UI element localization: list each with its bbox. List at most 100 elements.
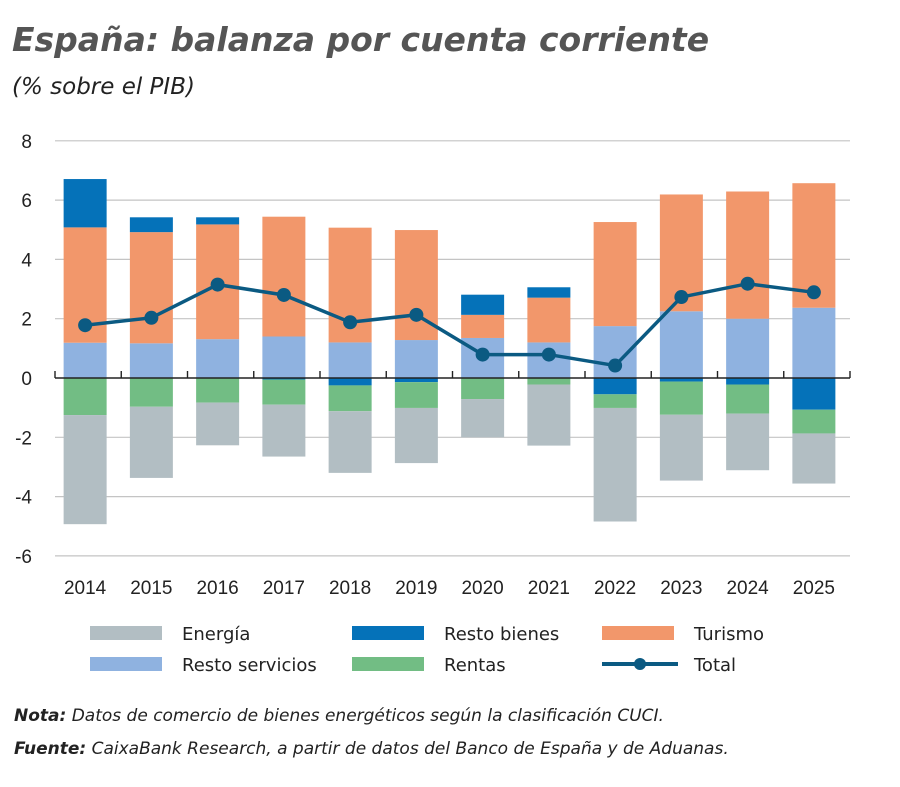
bar-energia-2021	[527, 384, 571, 446]
total-point-2017	[276, 287, 291, 302]
bar-resto-bienes-2015	[129, 217, 173, 233]
bar-turismo-2017	[262, 216, 306, 337]
total-point-2021	[541, 347, 556, 362]
bar-energia-2023	[659, 414, 703, 481]
source-label: Fuente:	[14, 739, 87, 759]
total-point-2014	[78, 318, 93, 333]
bar-resto-bienes-2019	[394, 378, 438, 383]
bar-rentas-2016	[196, 378, 240, 403]
total-point-2025	[806, 285, 821, 300]
bar-turismo-2024	[726, 191, 770, 319]
bar-resto-bienes-2014	[63, 179, 107, 228]
legend-swatch-turismo	[602, 626, 674, 640]
bar-rentas-2017	[262, 379, 306, 405]
legend-label-turismo: Turismo	[693, 624, 764, 645]
bar-resto-bienes-2023	[659, 378, 703, 382]
source: Fuente: CaixaBank Research, a partir de …	[14, 739, 729, 759]
y-tick-label: 4	[21, 250, 32, 271]
bar-energia-2017	[262, 404, 306, 457]
y-tick-label: -2	[15, 428, 32, 449]
bar-resto-servicios-2018	[328, 342, 372, 378]
y-tick-label: -6	[15, 547, 32, 568]
chart-title: España: balanza por cuenta corriente	[12, 20, 710, 59]
total-line	[84, 281, 815, 368]
y-tick-label: 8	[21, 132, 32, 153]
y-tick-label: 2	[21, 310, 32, 331]
bar-rentas-2021	[527, 378, 571, 385]
x-tick-label: 2022	[594, 578, 636, 599]
legend-label-rentas: Rentas	[444, 655, 506, 676]
total-point-2019	[409, 307, 424, 322]
bar-energia-2022	[593, 407, 637, 522]
bar-rentas-2014	[63, 378, 107, 416]
bar-resto-servicios-2014	[63, 342, 107, 378]
bar-energia-2015	[129, 406, 173, 478]
x-tick-label: 2021	[528, 578, 570, 599]
total-point-2023	[674, 290, 689, 305]
total-point-2015	[144, 310, 159, 325]
note: Nota: Datos de comercio de bienes energé…	[14, 706, 664, 726]
total-point-2018	[343, 315, 358, 330]
y-tick-label: 6	[21, 191, 32, 212]
total-point-2020	[475, 347, 490, 362]
legend-swatch-rentas	[352, 657, 424, 671]
note-label: Nota:	[14, 706, 67, 726]
bar-resto-servicios-2023	[659, 311, 703, 378]
bar-resto-servicios-2024	[726, 318, 770, 378]
legend-label-total: Total	[693, 655, 736, 676]
bar-energia-2014	[63, 415, 107, 525]
y-tick-label: 0	[21, 369, 32, 390]
x-tick-label: 2020	[461, 578, 503, 599]
chart-subtitle: (% sobre el PIB)	[12, 74, 195, 100]
bar-turismo-2020	[461, 314, 505, 338]
x-tick-label: 2019	[395, 578, 437, 599]
bar-resto-bienes-2022	[593, 378, 637, 395]
bar-energia-2024	[726, 413, 770, 471]
legend-swatch-resto-servicios	[90, 657, 162, 671]
total-point-2016	[210, 277, 225, 292]
source-text: CaixaBank Research, a partir de datos de…	[86, 739, 729, 759]
x-tick-label: 2014	[64, 578, 107, 599]
x-tick-label: 2025	[793, 578, 835, 599]
bar-energia-2018	[328, 411, 372, 473]
legend-swatch-resto-bienes	[352, 626, 424, 640]
legend-label-resto-servicios: Resto servicios	[182, 655, 317, 676]
legend-total-marker-icon	[634, 658, 646, 670]
legend-swatch-energia	[90, 626, 162, 640]
bar-energia-2016	[196, 402, 240, 446]
x-tick-label: 2017	[263, 578, 305, 599]
y-tick-label: -4	[15, 488, 32, 509]
bar-resto-bienes-2024	[726, 378, 770, 385]
bar-turismo-2022	[593, 222, 637, 327]
bar-resto-bienes-2021	[527, 287, 571, 298]
bar-rentas-2024	[726, 384, 770, 414]
bar-resto-bienes-2020	[461, 294, 505, 315]
note-text: Datos de comercio de bienes energéticos …	[66, 706, 664, 726]
legend-label-resto-bienes: Resto bienes	[444, 624, 559, 645]
bar-resto-servicios-2019	[394, 340, 438, 378]
bar-rentas-2023	[659, 381, 703, 415]
x-tick-label: 2023	[660, 578, 702, 599]
bar-rentas-2020	[461, 378, 505, 400]
x-tick-label: 2016	[196, 578, 238, 599]
bar-turismo-2021	[527, 297, 571, 343]
x-tick-label: 2024	[726, 578, 769, 599]
bar-rentas-2022	[593, 394, 637, 408]
bar-energia-2025	[792, 433, 836, 484]
bar-resto-servicios-2015	[129, 343, 173, 378]
bar-resto-bienes-2016	[196, 217, 240, 225]
bar-turismo-2015	[129, 232, 173, 344]
x-tick-label: 2018	[329, 578, 371, 599]
bar-rentas-2015	[129, 378, 173, 407]
bar-rentas-2018	[328, 385, 372, 412]
bar-rentas-2025	[792, 409, 836, 434]
total-point-2022	[608, 358, 623, 373]
total-point-2024	[740, 276, 755, 291]
bar-energia-2019	[394, 407, 438, 464]
bar-resto-bienes-2018	[328, 378, 372, 386]
legend-label-energia: Energía	[182, 624, 250, 645]
x-tick-label: 2015	[130, 578, 172, 599]
bar-resto-bienes-2025	[792, 378, 836, 410]
bar-resto-servicios-2025	[792, 307, 836, 378]
